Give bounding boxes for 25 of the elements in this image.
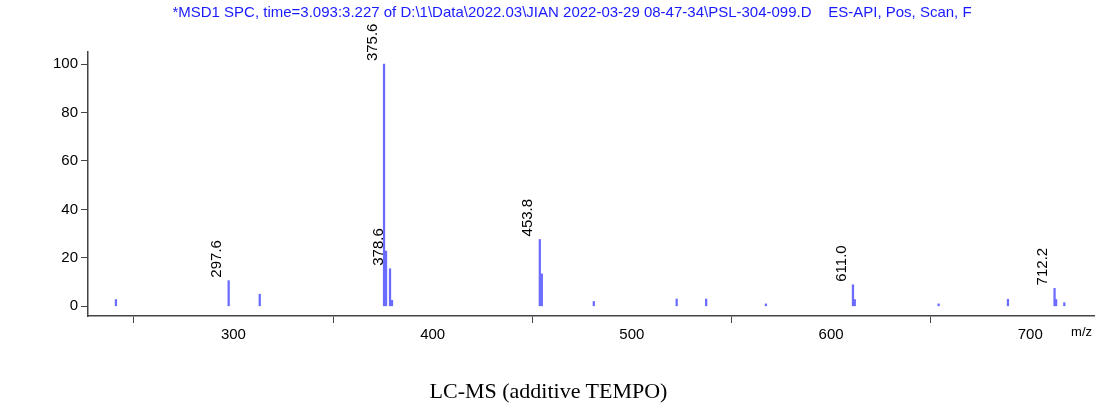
y-tick-label: 80 xyxy=(61,102,79,120)
x-tick-label: 300 xyxy=(220,325,246,343)
x-axis-title: m/z xyxy=(1071,324,1092,340)
y-tick-label: 0 xyxy=(69,296,79,314)
chart-title: *MSD1 SPC, time=3.093:3.227 of D:\1\Data\2022.03\JIAN 2022-03-29 08-47-34\PSL-304-099.D ES-API, Pos, Scan, F xyxy=(172,3,972,21)
y-tick-label: 100 xyxy=(53,54,79,72)
annotation: 712.2 xyxy=(1033,247,1051,286)
annotation: 375.6 xyxy=(362,23,380,62)
annotation: 453.8 xyxy=(518,198,536,237)
bar xyxy=(1053,288,1056,307)
y-tick-label: 40 xyxy=(61,199,79,217)
x-tick-label: 600 xyxy=(818,325,844,343)
text: LC-MS (additive TEMPO) xyxy=(428,378,669,404)
x-tick-label: 500 xyxy=(619,325,645,343)
bar xyxy=(227,280,230,307)
bar xyxy=(851,284,855,307)
x-tick-label: 400 xyxy=(420,325,446,343)
x-tick-label: 700 xyxy=(1017,325,1043,343)
bar xyxy=(937,303,940,307)
y-tick-label: 20 xyxy=(61,248,79,266)
annotation: 378.6 xyxy=(368,228,386,266)
bar xyxy=(592,301,595,307)
annotation: 611.0 xyxy=(831,245,849,282)
annotation: 297.6 xyxy=(207,240,225,278)
y-tick-label: 60 xyxy=(61,151,79,169)
